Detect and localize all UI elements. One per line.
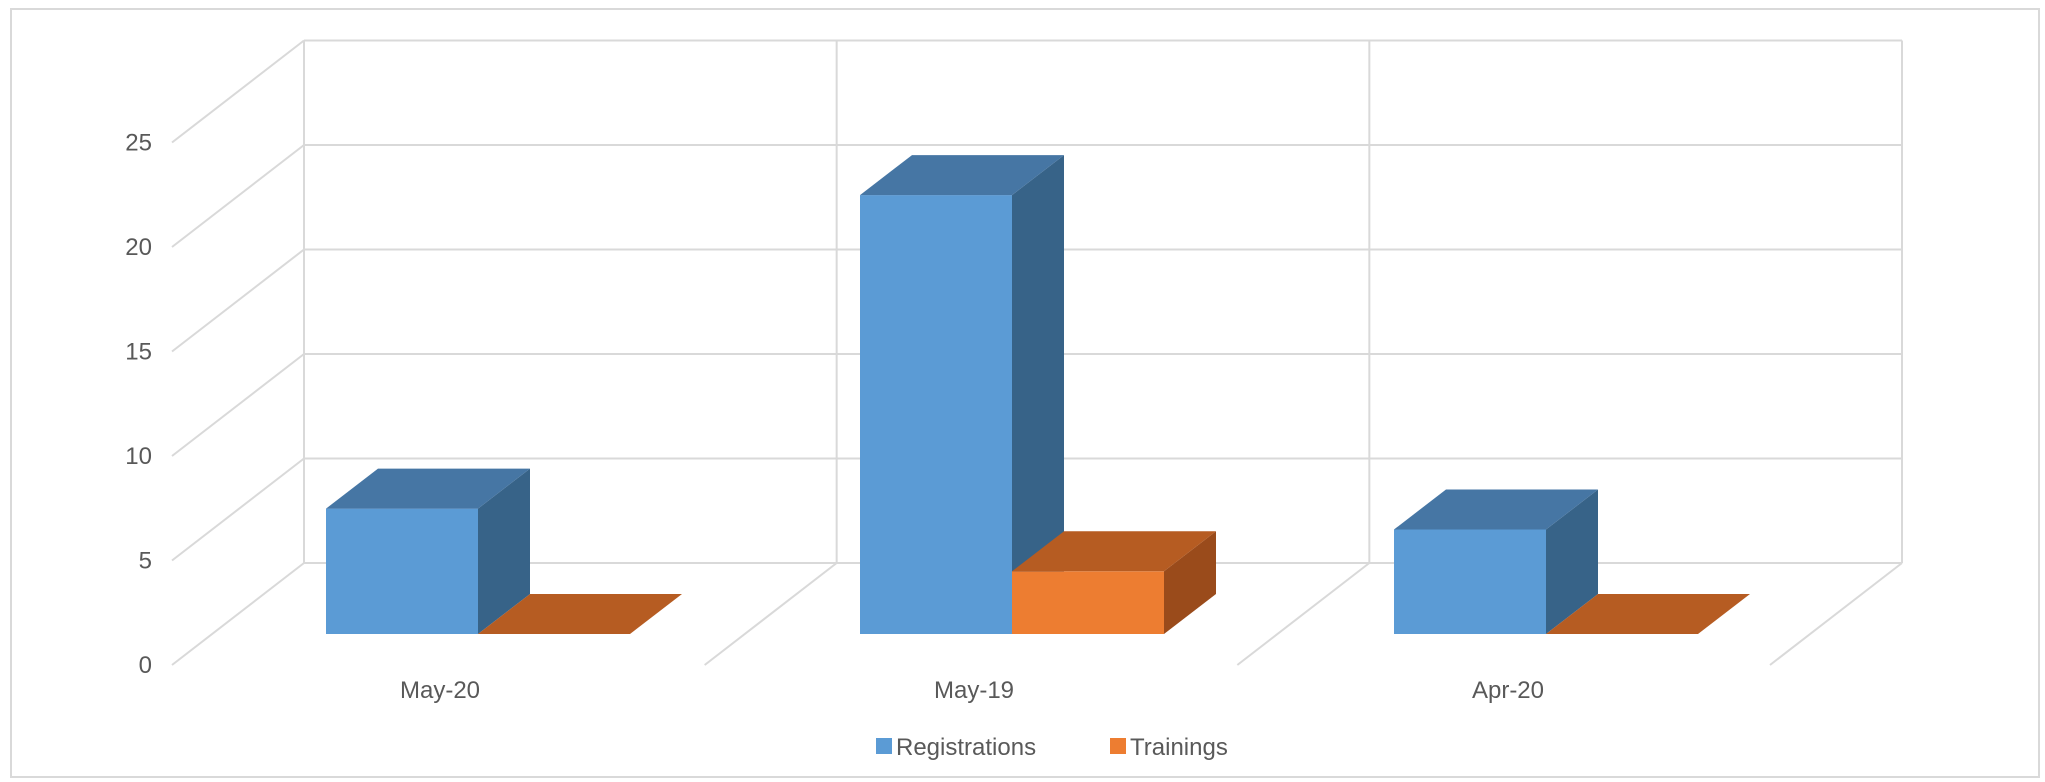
y-tick-label: 15 <box>125 339 152 366</box>
bar-registrations-may-19-top <box>860 155 1064 196</box>
x-category-label: May-19 <box>934 677 1014 704</box>
legend: Registrations Trainings <box>876 734 1228 761</box>
x-category-label: May-20 <box>400 677 480 704</box>
bar-registrations-apr-20-top <box>1394 489 1598 530</box>
legend-label-trainings: Trainings <box>1130 734 1228 761</box>
bar-trainings-may-19-side <box>1164 531 1216 634</box>
bar-trainings-may-20-top <box>478 594 682 634</box>
bar-registrations-may-20-top <box>326 468 530 509</box>
gridline-floor <box>1236 562 1370 666</box>
y-tick-label: 5 <box>139 548 152 575</box>
bar-trainings-may-20 <box>478 594 682 634</box>
gridline-floor <box>1769 562 1903 666</box>
bar-registrations-apr-20-front <box>1394 529 1546 634</box>
gridline-side <box>171 144 305 248</box>
x-axis-categories: May-20 May-19 Apr-20 <box>400 677 1544 704</box>
y-tick-label: 25 <box>125 130 152 157</box>
y-tick-label: 20 <box>125 234 152 261</box>
bar-trainings-apr-20-top <box>1546 594 1750 634</box>
bar-registrations-may-20-front <box>326 508 478 634</box>
bar-registrations-apr-20-side <box>1546 489 1598 634</box>
legend-swatch-registrations <box>876 738 892 754</box>
bar-registrations-apr-20 <box>1394 489 1598 634</box>
legend-label-registrations: Registrations <box>896 734 1036 761</box>
gridline-floor <box>704 562 838 666</box>
gridline-side <box>171 39 305 144</box>
bar-registrations-may-19-side <box>1012 155 1064 634</box>
bar-trainings-apr-20 <box>1546 594 1750 634</box>
gridlines <box>171 39 1903 666</box>
gridline-side <box>171 457 305 562</box>
gridline-side <box>171 562 305 666</box>
bar-registrations-may-19-front <box>860 195 1012 634</box>
bar-trainings-may-19-top <box>1012 531 1216 572</box>
gridline-side <box>171 353 305 457</box>
y-tick-label: 10 <box>125 443 152 470</box>
bar-trainings-may-19 <box>1012 531 1216 634</box>
bar-registrations-may-20-side <box>478 468 530 634</box>
bars <box>326 155 1750 634</box>
gridline-side <box>171 248 305 353</box>
bar-trainings-may-19-front <box>1012 571 1164 634</box>
bar-registrations-may-20 <box>326 468 530 634</box>
legend-swatch-trainings <box>1110 738 1126 754</box>
y-tick-label: 0 <box>139 652 152 679</box>
bar-registrations-may-19 <box>860 155 1064 634</box>
x-category-label: Apr-20 <box>1472 677 1544 704</box>
y-axis-ticks: 0 5 10 15 20 25 <box>125 130 152 680</box>
